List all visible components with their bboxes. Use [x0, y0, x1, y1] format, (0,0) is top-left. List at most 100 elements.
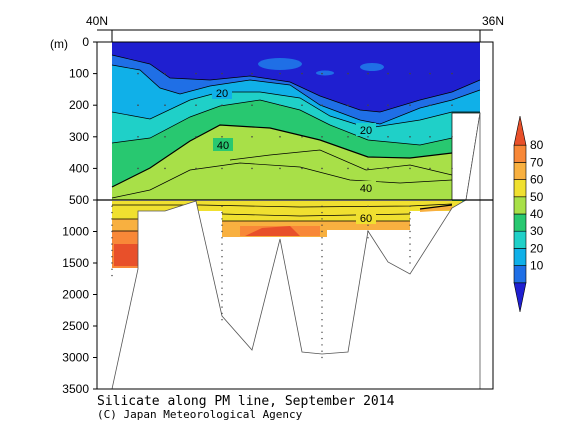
station-dot: [164, 167, 166, 170]
station-dot: [367, 167, 369, 170]
station-dot: [409, 104, 411, 106]
station-dot: [221, 268, 223, 270]
x-label-right: 36N: [482, 14, 504, 28]
station-dot: [321, 293, 323, 296]
station-dot: [451, 72, 453, 75]
station-dot: [451, 167, 453, 170]
station-dot: [111, 218, 113, 220]
station-dot: [347, 167, 349, 170]
station-dot: [321, 281, 323, 283]
colorbar-segment: [513, 282, 527, 313]
station-dot: [221, 281, 223, 283]
station-dot: [367, 237, 369, 239]
station-dot: [251, 136, 253, 138]
station-dot: [301, 167, 303, 170]
station-dot: [321, 218, 323, 220]
station-dot: [321, 268, 323, 270]
colorbar: 80 70 60 50 40 30 20 10: [513, 115, 544, 313]
contour-label: 20: [360, 125, 372, 137]
colorbar-segment: [513, 265, 527, 284]
y-tick-label: 3000: [62, 351, 89, 365]
station-dot: [367, 136, 369, 138]
station-dot: [321, 256, 323, 258]
y-unit-label: (m): [50, 37, 68, 51]
station-dot: [111, 249, 113, 252]
station-dot: [301, 136, 303, 138]
station-dot: [251, 167, 253, 170]
colorbar-segment: [513, 179, 527, 198]
station-dot: [111, 243, 113, 245]
station-dots: [111, 72, 453, 359]
station-dot: [221, 230, 223, 233]
station-dot: [221, 136, 223, 138]
colorbar-segment: [513, 162, 527, 180]
station-dot: [301, 72, 303, 75]
contour-line: [229, 149, 453, 176]
station-dot: [164, 104, 166, 106]
station-dot: [221, 287, 223, 289]
y-tick-label: 500: [69, 193, 89, 207]
station-dot: [221, 262, 223, 264]
colorbar-segment: [513, 248, 527, 266]
colorbar-segment: [513, 144, 527, 163]
y-tick-label: 2000: [62, 288, 89, 302]
station-dot: [367, 224, 369, 226]
station-dot: [164, 136, 166, 138]
station-dot: [451, 136, 453, 138]
contour-line: [111, 99, 481, 151]
y-tick-label: 2500: [62, 319, 89, 333]
station-dot: [221, 211, 223, 214]
station-dot: [409, 224, 411, 226]
station-dot: [111, 205, 113, 207]
station-dot: [195, 104, 197, 106]
station-dot: [321, 243, 323, 245]
colorbar-segment: [513, 230, 527, 249]
colorbar-tick-label: 30: [530, 224, 544, 238]
y-tick-label: 400: [69, 161, 89, 175]
y-axis: (m) 0 100 200 300 400 500 1000 1500 2000 2500 3000…: [50, 35, 97, 396]
station-dot: [409, 256, 411, 258]
station-dot: [221, 243, 223, 245]
station-dot: [347, 72, 349, 75]
y-tick-label: 0: [82, 35, 89, 49]
upper-contours: [111, 54, 481, 199]
station-dot: [321, 262, 323, 264]
colorbar-tick-label: 80: [530, 138, 544, 152]
station-dot: [221, 237, 223, 239]
station-dot: [387, 72, 389, 75]
center-block-80: [245, 226, 300, 236]
y-tick-label: 3500: [62, 382, 89, 396]
blob-1: [258, 58, 302, 70]
y-tick-label: 1000: [62, 225, 89, 239]
contour-line: [111, 124, 453, 188]
band-darkest-fill: [112, 42, 480, 112]
chart-title: Silicate along PM line, September 2014: [97, 394, 395, 409]
station-dot: [221, 72, 223, 75]
station-dot: [429, 136, 431, 138]
station-dot: [321, 205, 323, 207]
station-dot: [221, 300, 223, 302]
station-dot: [451, 104, 453, 106]
colorbar-tick-label: 40: [530, 207, 544, 221]
station-dot: [321, 300, 323, 302]
contour-label: 20: [216, 88, 228, 100]
station-dot: [221, 224, 223, 226]
plot-frame: [96, 29, 494, 390]
station-dot: [409, 167, 411, 170]
station-dot: [347, 136, 349, 138]
contour-line: [111, 64, 481, 125]
colorbar-tick-label: 70: [530, 155, 544, 169]
contour-line: [111, 91, 480, 129]
colorbar-segment: [513, 196, 527, 215]
station-dot: [321, 224, 323, 226]
station-dot: [321, 249, 323, 252]
contour-label: 40: [360, 183, 372, 195]
station-dot: [221, 249, 223, 252]
colorbar-tick-label: 50: [530, 190, 544, 204]
contour-line: [112, 203, 453, 208]
band-yellow-lower: [112, 211, 138, 219]
station-dot: [367, 104, 369, 106]
station-dot: [367, 205, 369, 207]
station-dot: [409, 211, 411, 214]
